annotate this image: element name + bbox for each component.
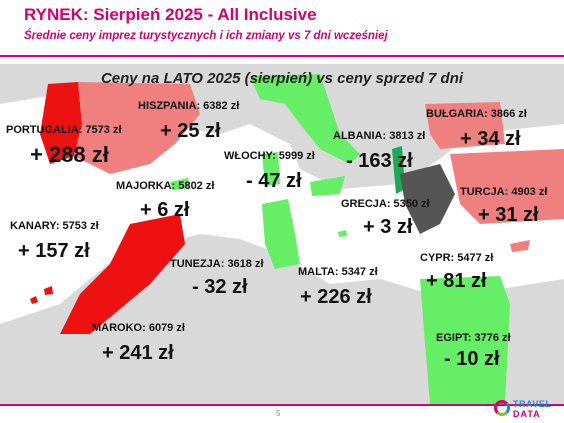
destination-change-majorca: + 6 zł: [140, 199, 190, 221]
page-subtitle: Średnie ceny imprez turystycznych i ich …: [24, 30, 388, 42]
header-divider: [0, 55, 564, 57]
destination-label-italy: WŁOCHY: 5999 zł: [224, 150, 315, 162]
region-egypt: [420, 276, 510, 404]
region-majorca: [170, 178, 190, 190]
destination-label-greece: GRECJA: 5350 zł: [341, 198, 430, 210]
destination-label-tunisia: TUNEZJA: 3618 zł: [170, 258, 264, 270]
mediterranean-map: [0, 64, 564, 404]
destination-change-morocco: + 241 zł: [102, 342, 174, 364]
destination-label-bulgaria: BUŁGARIA: 3866 zł: [426, 108, 527, 120]
region-portugal: [40, 82, 82, 164]
region-cyprus: [510, 240, 530, 252]
destination-change-albania: - 163 zł: [346, 150, 413, 172]
destination-label-spain: HISZPANIA: 6382 zł: [138, 100, 240, 112]
page-title: RYNEK: Sierpień 2025 - All Inclusive: [24, 5, 317, 24]
footer-divider: [0, 404, 564, 406]
destination-label-malta: MALTA: 5347 zł: [298, 266, 378, 278]
region-sardinia: [262, 152, 280, 186]
destination-change-spain: + 25 zł: [160, 120, 221, 142]
map-title: Ceny na LATO 2025 (sierpień) vs ceny spr…: [100, 70, 464, 87]
destination-label-albania: ALBANIA: 3813 zł: [333, 130, 426, 142]
destination-label-egypt: EGIPT: 3776 zł: [436, 332, 511, 344]
destination-change-tunisia: - 32 zł: [192, 276, 248, 298]
destination-change-turkey: + 31 zł: [478, 204, 539, 226]
region-canary: [30, 286, 53, 304]
destination-label-turkey: TURCJA: 4903 zł: [460, 186, 548, 198]
page-number: 5: [276, 409, 281, 418]
header: RYNEK: Sierpień 2025 - All Inclusive Śre…: [0, 0, 564, 64]
destination-label-portugal: PORTUGALIA: 7573 zł: [6, 124, 122, 136]
region-tunisia: [262, 199, 300, 269]
destination-change-greece: + 3 zł: [363, 216, 413, 238]
region-malta: [338, 230, 347, 237]
destination-label-canary: KANARY: 5753 zł: [10, 220, 99, 232]
region-greece: [400, 164, 455, 234]
region-turkey: [450, 149, 564, 224]
region-sicily: [310, 176, 345, 196]
travel-data-logo: TRAVEL DATA: [494, 397, 560, 421]
destination-label-cyprus: CYPR: 5477 zł: [420, 252, 494, 264]
region-bulgaria: [425, 102, 505, 149]
logo-text-data: DATA: [513, 409, 541, 419]
destination-label-morocco: MAROKO: 6079 zł: [92, 322, 185, 334]
logo-text-travel: TRAVEL: [513, 399, 552, 409]
logo-ring-icon: [494, 400, 510, 416]
region-italy: [250, 74, 360, 164]
destination-change-malta: + 226 zł: [300, 286, 372, 308]
destination-label-majorca: MAJORKA: 5802 zł: [116, 180, 215, 192]
destination-change-egypt: - 10 zł: [444, 348, 500, 370]
destination-change-canary: + 157 zł: [18, 240, 90, 262]
destination-change-bulgaria: + 34 zł: [460, 128, 521, 150]
destination-change-cyprus: + 81 zł: [426, 270, 487, 292]
map-graphic: [0, 64, 564, 404]
destination-change-portugal: + 288 zł: [30, 142, 109, 167]
region-morocco: [60, 214, 185, 334]
destination-change-italy: - 47 zł: [246, 170, 302, 192]
region-spain: [74, 82, 200, 174]
